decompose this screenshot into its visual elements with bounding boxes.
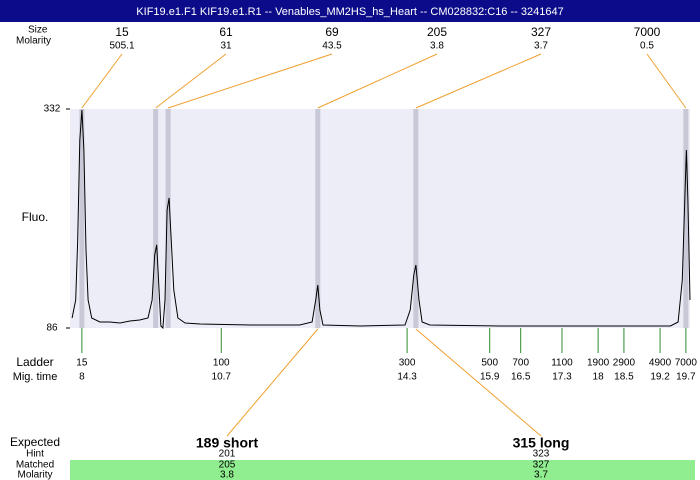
ladder-mig-time: 16.5 — [511, 372, 531, 383]
trace — [71, 109, 691, 330]
fragment-connector — [415, 328, 542, 437]
ladder-size: 500 — [481, 358, 498, 369]
peak-connector — [317, 53, 438, 109]
y-tick-label: 86 — [46, 323, 58, 334]
window-title: KIF19.e1.F1 KIF19.e1.R1 -- Venables_MM2H… — [136, 6, 563, 18]
row-label: Expected — [10, 435, 60, 449]
peak-connector — [81, 53, 123, 109]
expected-label: 315 long — [513, 435, 570, 451]
peak-band — [153, 109, 159, 328]
row-label: Size — [28, 25, 48, 36]
peak-band — [165, 109, 171, 328]
ladder-size: 1900 — [587, 358, 610, 369]
peak-molarity: 31 — [220, 41, 232, 52]
peak-connector — [646, 53, 687, 109]
matched-value: 205 — [219, 460, 236, 471]
row-label: Molarity — [17, 470, 52, 480]
ladder-size: 700 — [512, 358, 529, 369]
matched-value: 327 — [533, 460, 550, 471]
peak-band — [79, 109, 85, 328]
ladder-mig-time: 17.3 — [552, 372, 572, 383]
peak-molarity: 43.5 — [322, 41, 342, 52]
peak-size: 61 — [219, 25, 233, 39]
fragment-molarity: 3.7 — [534, 470, 548, 480]
peak-size: 205 — [427, 25, 447, 39]
title-bar — [0, 0, 700, 22]
y-axis-label: Fluo. — [22, 210, 49, 224]
peak-size: 7000 — [634, 25, 661, 39]
ladder-mig-time: 14.3 — [397, 372, 417, 383]
peak-molarity: 3.8 — [430, 41, 444, 52]
ladder-mig-time: 18.5 — [614, 372, 634, 383]
peak-molarity: 505.1 — [109, 41, 134, 52]
hint-value: 201 — [219, 449, 236, 460]
peak-band — [413, 109, 419, 328]
row-label: Hint — [26, 449, 44, 460]
expected-label: 189 short — [196, 435, 259, 451]
ladder-size: 2900 — [613, 358, 636, 369]
ladder-size: 4900 — [649, 358, 672, 369]
matched-band — [70, 460, 695, 480]
peak-connector — [155, 53, 227, 109]
row-label: Molarity — [16, 36, 51, 47]
peak-size: 15 — [115, 25, 129, 39]
ladder-size: 1100 — [551, 358, 573, 369]
fragment-molarity: 3.8 — [220, 470, 234, 480]
ladder-mig-time: 8 — [79, 372, 85, 383]
ladder-size: 300 — [399, 358, 416, 369]
peak-connector — [167, 53, 333, 109]
ladder-size: 7000 — [675, 358, 698, 369]
peak-band — [315, 109, 321, 328]
peak-band — [683, 109, 689, 328]
peak-molarity: 3.7 — [534, 41, 548, 52]
peak-molarity: 0.5 — [640, 41, 654, 52]
ladder-mig-time: 15.9 — [480, 372, 500, 383]
peak-size: 69 — [325, 25, 339, 39]
plot-area — [70, 109, 690, 328]
y-tick-label: 332 — [44, 104, 61, 115]
ladder-mig-time: 19.7 — [676, 372, 696, 383]
row-label: Ladder — [16, 355, 53, 369]
ladder-size: 100 — [213, 358, 230, 369]
fragment-connector — [226, 328, 319, 437]
row-label: Mig. time — [13, 371, 58, 383]
peak-connector — [415, 53, 542, 109]
peak-size: 327 — [531, 25, 551, 39]
row-label: Matched — [16, 460, 54, 471]
ladder-mig-time: 18 — [593, 372, 605, 383]
hint-value: 323 — [533, 449, 550, 460]
ladder-size: 15 — [76, 358, 88, 369]
ladder-mig-time: 19.2 — [650, 372, 670, 383]
ladder-mig-time: 10.7 — [212, 372, 232, 383]
